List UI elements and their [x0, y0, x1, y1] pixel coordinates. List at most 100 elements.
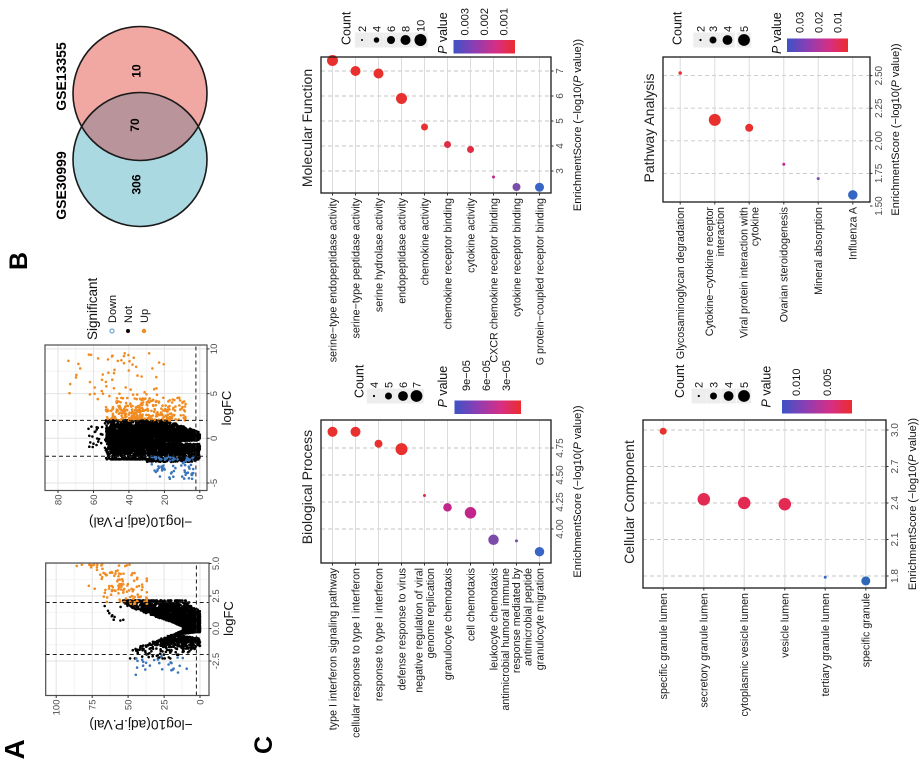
svg-text:A: A	[0, 739, 30, 759]
svg-text:chemokine activity: chemokine activity	[419, 197, 431, 285]
svg-text:6e−05: 6e−05	[481, 360, 493, 391]
svg-text:2: 2	[357, 26, 369, 32]
svg-text:response to type I interferon: response to type I interferon	[373, 568, 385, 701]
svg-text:4.75: 4.75	[555, 438, 566, 458]
svg-text:Ovarian steroidogenesis: Ovarian steroidogenesis	[779, 207, 791, 322]
svg-text:Down: Down	[107, 295, 119, 323]
svg-text:Influenza A: Influenza A	[848, 206, 860, 260]
svg-text:Mineral absorption: Mineral absorption	[813, 207, 825, 295]
svg-text:specific granule: specific granule	[861, 593, 873, 667]
svg-text:Count: Count	[671, 11, 685, 45]
svg-text:Count: Count	[673, 364, 687, 398]
svg-text:2.5: 2.5	[211, 589, 222, 602]
svg-text:granulocyte migration: granulocyte migration	[534, 568, 546, 670]
svg-text:4: 4	[555, 143, 566, 149]
svg-text:4: 4	[723, 382, 735, 388]
svg-text:40: 40	[124, 495, 135, 506]
svg-text:genome replication: genome replication	[425, 568, 437, 658]
svg-text:9e−05: 9e−05	[461, 360, 473, 391]
svg-text:Not: Not	[123, 306, 135, 323]
svg-text:Up: Up	[139, 309, 151, 323]
svg-text:type I interferon signaling pa: type I interferon signaling pathway	[327, 567, 339, 730]
svg-text:10: 10	[130, 64, 144, 78]
svg-text:306: 306	[130, 174, 144, 194]
svg-text:defense response to virus: defense response to virus	[396, 568, 408, 690]
svg-text:75: 75	[88, 700, 99, 711]
svg-text:2.1: 2.1	[890, 532, 901, 546]
svg-text:7: 7	[555, 68, 566, 74]
svg-text:Molecular Function: Molecular Function	[299, 69, 315, 187]
svg-text:0.01: 0.01	[832, 12, 844, 33]
svg-text:6: 6	[386, 26, 398, 32]
svg-text:endopeptidase activity: endopeptidase activity	[396, 197, 408, 303]
svg-text:0.0: 0.0	[211, 622, 222, 635]
svg-text:Cellular Component: Cellular Component	[621, 440, 637, 564]
svg-text:5.0: 5.0	[211, 557, 222, 570]
svg-text:25: 25	[160, 700, 171, 711]
svg-text:serine−type endopeptidase acti: serine−type endopeptidase activity	[327, 197, 339, 362]
svg-text:secretory granule lumen: secretory granule lumen	[699, 593, 711, 708]
svg-text:C: C	[250, 736, 278, 754]
svg-text:0.010: 0.010	[791, 368, 803, 396]
svg-text:Biological Process: Biological Process	[299, 430, 315, 544]
svg-text:0.02: 0.02	[813, 12, 825, 33]
svg-text:Pathway Analysis: Pathway Analysis	[641, 74, 657, 183]
svg-text:Count: Count	[340, 11, 354, 45]
svg-text:Glycosaminoglycan degradation: Glycosaminoglycan degradation	[675, 207, 687, 359]
svg-text:EnrichmentScore (−log10(P valu: EnrichmentScore (−log10(P value))	[890, 43, 902, 215]
svg-text:4: 4	[371, 26, 383, 32]
svg-text:EnrichmentScore (−log10(P valu: EnrichmentScore (−log10(P value))	[572, 39, 584, 211]
svg-text:G protein−coupled receptor bin: G protein−coupled receptor binding	[534, 198, 546, 365]
svg-text:cytoplasmic vesicle lumen: cytoplasmic vesicle lumen	[739, 593, 751, 717]
svg-text:-5: -5	[209, 479, 220, 487]
svg-text:1.50: 1.50	[874, 196, 885, 216]
svg-text:8: 8	[400, 26, 412, 32]
svg-text:1.8: 1.8	[890, 569, 901, 583]
svg-text:2.7: 2.7	[890, 459, 901, 473]
svg-text:0.003: 0.003	[459, 8, 471, 36]
svg-text:vesicle lumen: vesicle lumen	[780, 593, 792, 658]
svg-text:1.75: 1.75	[874, 163, 885, 183]
svg-text:4: 4	[722, 26, 734, 32]
svg-text:20: 20	[160, 495, 171, 506]
svg-text:3: 3	[708, 382, 720, 388]
svg-text:antimicrobial peptide: antimicrobial peptide	[522, 568, 534, 666]
svg-text:2: 2	[694, 382, 706, 388]
svg-text:5: 5	[383, 382, 395, 388]
svg-text:3.0: 3.0	[890, 423, 901, 437]
svg-text:2.00: 2.00	[874, 131, 885, 151]
svg-text:60: 60	[89, 495, 100, 506]
svg-text:4: 4	[369, 382, 381, 388]
svg-text:cytokine receptor binding: cytokine receptor binding	[511, 198, 523, 317]
svg-text:granulocyte chemotaxis: granulocyte chemotaxis	[442, 568, 454, 680]
svg-text:80: 80	[53, 495, 64, 506]
svg-text:2.4: 2.4	[890, 496, 901, 510]
svg-text:0.002: 0.002	[479, 8, 491, 36]
svg-text:P value: P value	[770, 12, 784, 54]
svg-text:4.50: 4.50	[555, 465, 566, 485]
svg-text:P value: P value	[436, 12, 450, 54]
svg-text:10: 10	[209, 344, 220, 355]
svg-text:Viral protein interaction with: Viral protein interaction with	[738, 207, 750, 338]
svg-text:serine hydrolase activity: serine hydrolase activity	[373, 197, 385, 312]
svg-text:100: 100	[52, 700, 63, 716]
svg-text:logFC: logFC	[219, 391, 234, 426]
svg-text:0: 0	[209, 436, 220, 441]
svg-text:Cytokine−cytokine receptor: Cytokine−cytokine receptor	[704, 207, 716, 337]
svg-text:4.00: 4.00	[555, 519, 566, 539]
svg-text:leukocyte chemotaxis: leukocyte chemotaxis	[488, 568, 500, 670]
svg-text:CXCR chemokine receptor bindin: CXCR chemokine receptor binding	[488, 198, 500, 363]
svg-text:0.005: 0.005	[822, 368, 834, 396]
svg-text:antimicrobial humoral immune: antimicrobial humoral immune	[500, 568, 512, 711]
svg-text:response mediated by: response mediated by	[511, 567, 523, 673]
svg-text:10: 10	[415, 20, 427, 32]
svg-text:Significant: Significant	[85, 277, 100, 340]
svg-text:-2.5: -2.5	[211, 653, 222, 669]
svg-text:EnrichmentScore (−log10(P valu: EnrichmentScore (−log10(P value))	[907, 418, 919, 590]
svg-text:5: 5	[739, 382, 751, 388]
svg-text:2: 2	[695, 26, 707, 32]
svg-text:interaction: interaction	[715, 207, 727, 256]
svg-text:0.03: 0.03	[794, 12, 806, 33]
svg-text:5: 5	[555, 118, 566, 124]
svg-text:5: 5	[209, 391, 220, 396]
